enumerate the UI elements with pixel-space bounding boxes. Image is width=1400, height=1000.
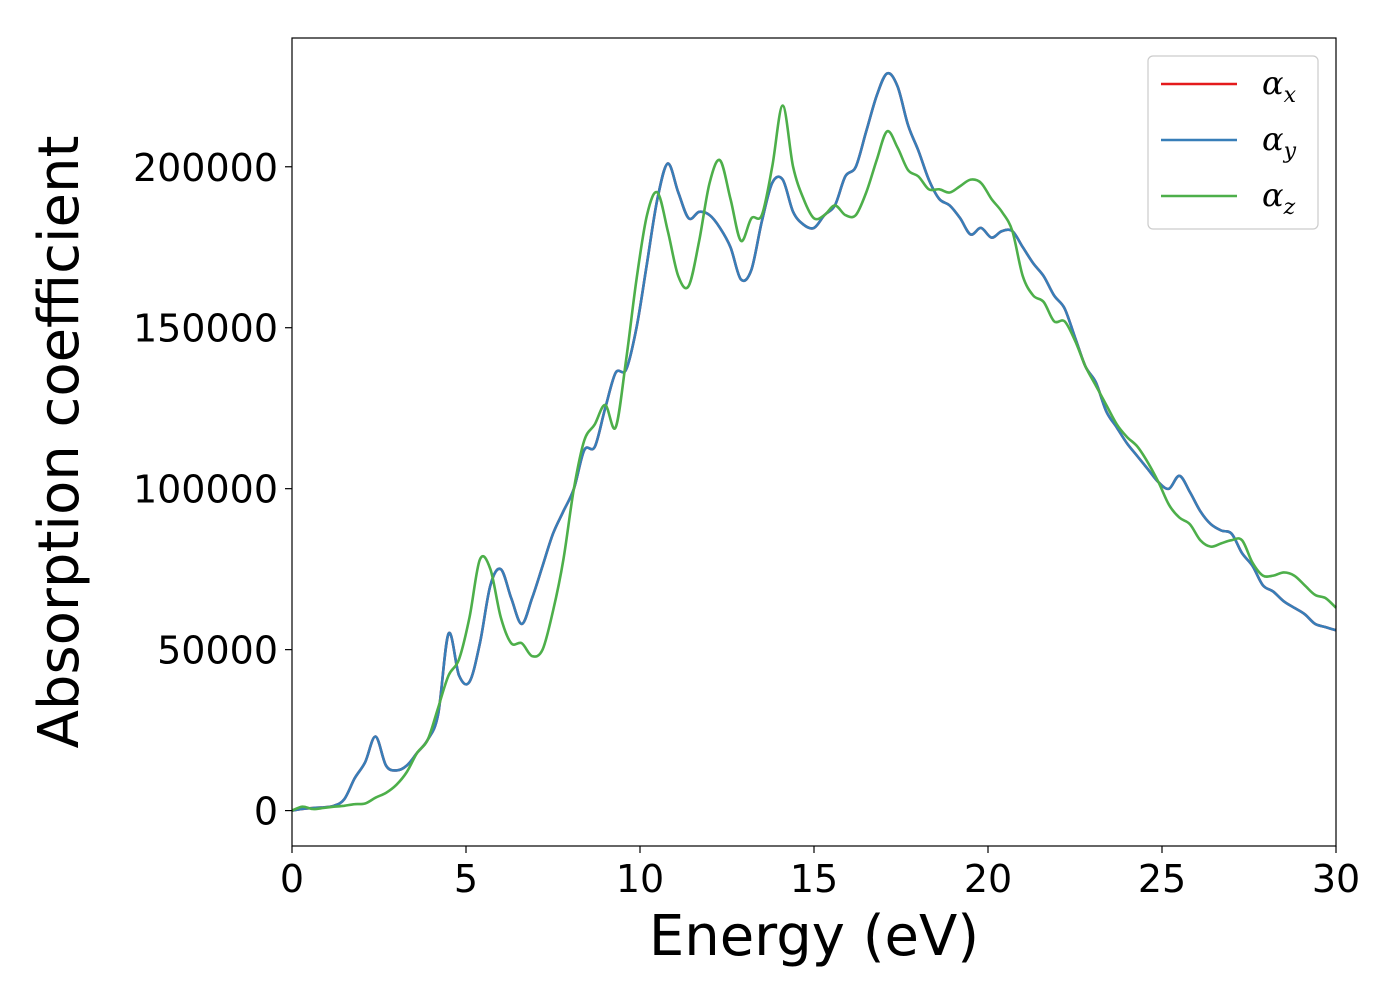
x-tick-label: 25 bbox=[1138, 857, 1186, 901]
legend: αx αy αz bbox=[1147, 55, 1319, 230]
x-tick-label: 20 bbox=[964, 857, 1012, 901]
x-tick-label: 15 bbox=[790, 857, 838, 901]
y-axis-label: Absorption coefficient bbox=[27, 136, 92, 749]
legend-label-z: αz bbox=[1262, 176, 1296, 220]
x-tick-label: 10 bbox=[616, 857, 664, 901]
x-tick-label: 5 bbox=[454, 857, 478, 901]
y-tick-label: 0 bbox=[254, 790, 278, 834]
y-tick-label: 100000 bbox=[133, 468, 278, 512]
series-layer bbox=[291, 71, 1337, 812]
x-tick-label: 30 bbox=[1312, 857, 1360, 901]
y-axis-ticks: 0 50000 100000 150000 200000 bbox=[133, 146, 292, 834]
y-tick-label: 150000 bbox=[133, 307, 278, 351]
y-tick-label: 50000 bbox=[157, 629, 278, 673]
x-axis-ticks: 0 5 10 15 20 25 30 bbox=[280, 846, 1360, 901]
legend-label-x: αx bbox=[1262, 64, 1297, 108]
legend-box bbox=[1147, 55, 1319, 230]
x-tick-label: 0 bbox=[280, 857, 304, 901]
series-line-z bbox=[291, 104, 1337, 812]
legend-label-y: αy bbox=[1262, 120, 1297, 164]
x-axis-label: Energy (eV) bbox=[649, 904, 979, 969]
y-tick-label: 200000 bbox=[133, 146, 278, 190]
